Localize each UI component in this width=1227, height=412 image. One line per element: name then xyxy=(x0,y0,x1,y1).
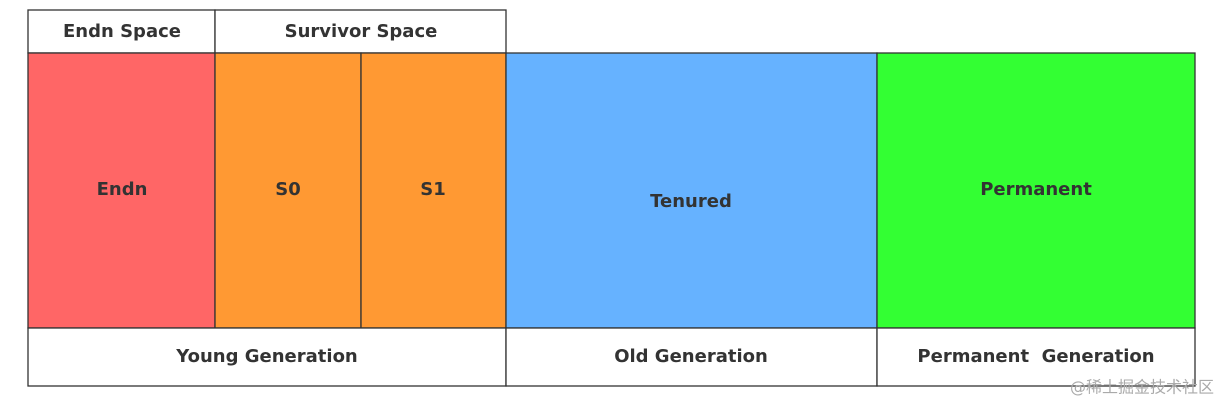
block-label: Tenured xyxy=(650,191,732,212)
block-label: Endn xyxy=(97,179,148,200)
block-label: Permanent xyxy=(980,179,1092,200)
block xyxy=(505,52,878,329)
block xyxy=(876,52,1196,329)
block xyxy=(360,52,507,329)
header-box xyxy=(27,9,216,54)
block xyxy=(27,52,216,329)
generation-label: Young Generation xyxy=(175,346,358,367)
generation-label: Permanent Generation xyxy=(917,346,1154,367)
header-label: Survivor Space xyxy=(285,21,438,42)
block xyxy=(214,52,362,329)
generation-label: Old Generation xyxy=(614,346,768,367)
block-label: S1 xyxy=(420,179,446,200)
block-label: S0 xyxy=(275,179,301,200)
generation-box xyxy=(27,327,507,387)
header-label: Endn Space xyxy=(63,21,181,42)
generation-box xyxy=(876,327,1196,387)
generation-box xyxy=(505,327,878,387)
watermark: @稀土掘金技术社区 xyxy=(1070,378,1214,397)
header-box xyxy=(214,9,507,54)
